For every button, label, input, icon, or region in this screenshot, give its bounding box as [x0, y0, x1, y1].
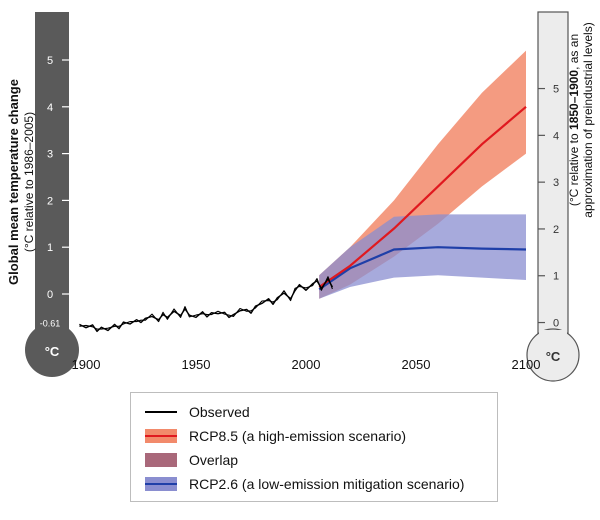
right-tick-label: 5 [553, 84, 559, 96]
chart-legend: Observed RCP8.5 (a high-emission scenari… [130, 392, 498, 502]
right-thermometer-tube [537, 11, 569, 358]
right-axis-title-prefix: (°C relative to [567, 130, 581, 206]
legend-item-overlap: Overlap [145, 450, 238, 470]
legend-label-overlap: Overlap [189, 452, 239, 468]
legend-swatch-rcp26 [145, 477, 177, 491]
x-tick-label: 2100 [512, 357, 541, 372]
legend-label-observed: Observed [189, 404, 250, 420]
left-tick-label: 5 [47, 55, 53, 67]
right-axis-title-suffix: , as an [567, 34, 581, 70]
right-axis-title-bold: 1850–1900 [567, 70, 581, 130]
x-tick-label: 1900 [72, 357, 101, 372]
left-unit-label: °C [45, 344, 60, 359]
right-tick-label: 0 [553, 318, 559, 330]
rcp26-uncertainty-band [319, 214, 526, 299]
right-tick-label: 2 [553, 224, 559, 236]
left-thermometer-bulb [25, 323, 79, 377]
observed-line [79, 278, 334, 333]
legend-item-observed: Observed [145, 402, 250, 422]
right-unit-label: °C [546, 349, 561, 364]
temperature-chart: °C 0 1 2 3 4 5 -0.61 Global mean temperature c… [6, 11, 595, 382]
legend-item-rcp26: RCP2.6 (a low-emission mitigation scenar… [145, 474, 464, 494]
right-axis-subtitle: approximation of preindustrial levels) [581, 22, 595, 217]
left-tick-label: 4 [47, 102, 53, 114]
legend-swatch-rcp85 [145, 429, 177, 443]
left-thermometer-tube [35, 12, 69, 352]
left-axis-title: Global mean temperature change [6, 79, 21, 285]
legend-swatch-overlap [145, 453, 177, 467]
left-axis-subtitle: (°C relative to 1986–2005) [22, 112, 36, 252]
legend-label-rcp26: RCP2.6 (a low-emission mitigation scenar… [189, 476, 465, 492]
left-tick-label-baseline: -0.61 [40, 319, 61, 329]
observed-line-secondary [79, 276, 333, 330]
legend-item-rcp85: RCP8.5 (a high-emission scenario) [145, 426, 406, 446]
left-tick-label: 0 [47, 289, 53, 301]
left-tick-label: 3 [47, 149, 53, 161]
right-thermometer: °C 0 1 2 3 4 5 [526, 11, 580, 382]
x-axis: 1900 1950 2000 2050 2100 [72, 357, 541, 372]
right-axis-title: (°C relative to 1850–1900, as an [567, 34, 581, 206]
right-tick-label: 4 [553, 130, 559, 142]
left-thermometer: °C 0 1 2 3 4 5 -0.61 [25, 12, 79, 377]
legend-swatch-observed [145, 405, 177, 419]
plot-area [79, 50, 527, 333]
x-tick-label: 1950 [182, 357, 211, 372]
x-tick-label: 2050 [402, 357, 431, 372]
rcp26-line [318, 246, 527, 291]
right-thermometer-joint [539, 330, 567, 356]
right-tick-label: 3 [553, 177, 559, 189]
x-tick-label: 2000 [292, 357, 321, 372]
right-tick-label: 1 [553, 271, 559, 283]
left-tick-label: 2 [47, 195, 53, 207]
left-tick-label: 1 [47, 242, 53, 254]
rcp85-line [318, 105, 527, 288]
legend-label-rcp85: RCP8.5 (a high-emission scenario) [189, 428, 407, 444]
